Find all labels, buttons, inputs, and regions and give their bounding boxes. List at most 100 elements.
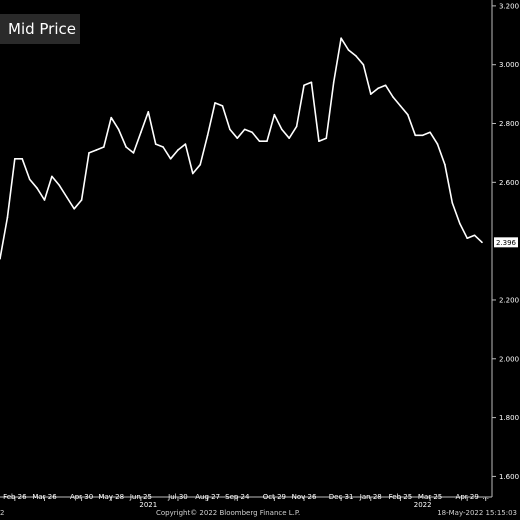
data-point bbox=[258, 140, 261, 142]
data-point bbox=[103, 146, 105, 148]
copyright-text: Copyright© 2022 Bloomberg Finance L.P. bbox=[156, 509, 301, 517]
data-point bbox=[169, 158, 172, 160]
data-point bbox=[162, 146, 164, 148]
data-point bbox=[236, 137, 239, 140]
data-point bbox=[0, 257, 1, 260]
data-point bbox=[28, 178, 31, 181]
data-point bbox=[184, 143, 187, 145]
y-tick-label: 2.200 bbox=[499, 296, 519, 304]
data-point bbox=[140, 131, 142, 134]
x-tick-label: Apr 29 bbox=[456, 493, 479, 501]
data-point bbox=[288, 137, 291, 140]
data-point bbox=[429, 131, 431, 134]
data-point bbox=[177, 149, 179, 151]
data-point bbox=[466, 237, 468, 240]
data-point bbox=[355, 55, 357, 57]
timestamp-text: 18-May-2022 15:15:03 bbox=[437, 509, 517, 517]
series-line bbox=[0, 37, 483, 259]
last-value-label: 2.396 bbox=[496, 239, 517, 247]
x-tick-label: May 28 bbox=[98, 493, 124, 501]
y-tick-label: 2.000 bbox=[499, 355, 519, 363]
data-point bbox=[95, 149, 98, 151]
y-tick-label: 1.800 bbox=[499, 414, 519, 422]
data-point bbox=[392, 96, 394, 98]
data-point bbox=[251, 131, 253, 134]
data-point bbox=[458, 222, 461, 225]
year-label: 2022 bbox=[414, 501, 432, 509]
year-label: 2021 bbox=[139, 501, 157, 509]
data-point bbox=[51, 175, 53, 178]
x-tick-label: Oct 29 bbox=[263, 493, 286, 501]
data-point bbox=[318, 140, 320, 142]
data-point bbox=[125, 146, 127, 148]
corner-fragment: 2 bbox=[0, 509, 5, 517]
data-point bbox=[473, 234, 476, 237]
last-value-box bbox=[494, 237, 518, 248]
data-point bbox=[362, 63, 365, 66]
data-point bbox=[325, 137, 328, 140]
data-point bbox=[229, 128, 231, 131]
y-axis: 1.600 1.800 2.000 2.200 2.600 2.800 3.000 3.200 bbox=[492, 2, 519, 481]
data-point bbox=[295, 125, 298, 128]
data-point bbox=[266, 140, 268, 142]
x-tick-label: Nov 26 bbox=[292, 493, 317, 501]
data-point bbox=[58, 184, 61, 187]
x-tick-label: Mar 26 bbox=[32, 493, 57, 501]
x-tick-label: Jul 30 bbox=[167, 493, 188, 501]
data-point bbox=[384, 84, 387, 87]
data-point bbox=[369, 93, 372, 95]
data-point bbox=[43, 199, 46, 201]
data-point bbox=[80, 199, 83, 201]
y-tick-label: 3.000 bbox=[499, 61, 519, 69]
data-point bbox=[88, 152, 90, 154]
data-point bbox=[199, 163, 202, 166]
x-tick-label: Dec 31 bbox=[329, 493, 354, 501]
y-tick-label: 2.800 bbox=[499, 120, 519, 128]
data-point bbox=[436, 143, 439, 145]
data-point bbox=[377, 87, 379, 90]
data-point bbox=[340, 37, 342, 40]
data-point bbox=[347, 49, 350, 51]
data-point bbox=[221, 105, 224, 107]
data-point bbox=[36, 187, 38, 190]
data-point bbox=[280, 128, 283, 131]
data-point bbox=[147, 110, 150, 113]
x-axis: Feb 26 Mar 26 Apr 30 May 28 Jun 25 Jul 30 Aug … bbox=[3, 493, 489, 509]
data-point bbox=[414, 134, 417, 137]
data-point bbox=[303, 84, 305, 87]
x-tick-label: Apr 30 bbox=[70, 493, 93, 501]
last-value-badge: 2.396 bbox=[494, 237, 518, 248]
x-tick-label: Feb 26 bbox=[3, 493, 27, 501]
x-tick-label: Feb 25 bbox=[389, 493, 413, 501]
data-point bbox=[21, 158, 24, 160]
data-point bbox=[273, 113, 276, 116]
data-point bbox=[206, 134, 209, 137]
data-point bbox=[444, 163, 446, 166]
data-point bbox=[6, 216, 9, 219]
data-point bbox=[481, 241, 483, 244]
y-tick-label: 3.200 bbox=[499, 2, 519, 10]
y-tick-label: 2.600 bbox=[499, 179, 519, 187]
data-point bbox=[117, 128, 120, 131]
x-tick-label: Aug 27 bbox=[195, 493, 220, 501]
data-point bbox=[14, 158, 16, 160]
x-tick-label: Jan 28 bbox=[359, 493, 382, 501]
data-point bbox=[192, 172, 194, 175]
x-tick-label: Jun 25 bbox=[129, 493, 152, 501]
legend-label: Mid Price bbox=[0, 14, 80, 44]
data-point bbox=[243, 128, 246, 131]
data-point bbox=[332, 81, 335, 84]
data-point bbox=[421, 134, 424, 137]
series-points bbox=[0, 37, 483, 260]
x-tick-label: ... bbox=[482, 493, 489, 501]
x-tick-label: Mar 25 bbox=[418, 493, 442, 501]
y-tick-label: 1.600 bbox=[499, 473, 519, 481]
data-point bbox=[399, 105, 402, 107]
data-point bbox=[451, 202, 454, 204]
data-point bbox=[65, 196, 68, 198]
data-point bbox=[110, 116, 113, 119]
data-point bbox=[132, 152, 135, 154]
data-point bbox=[310, 81, 313, 84]
x-tick-label: Sep 24 bbox=[225, 493, 250, 501]
